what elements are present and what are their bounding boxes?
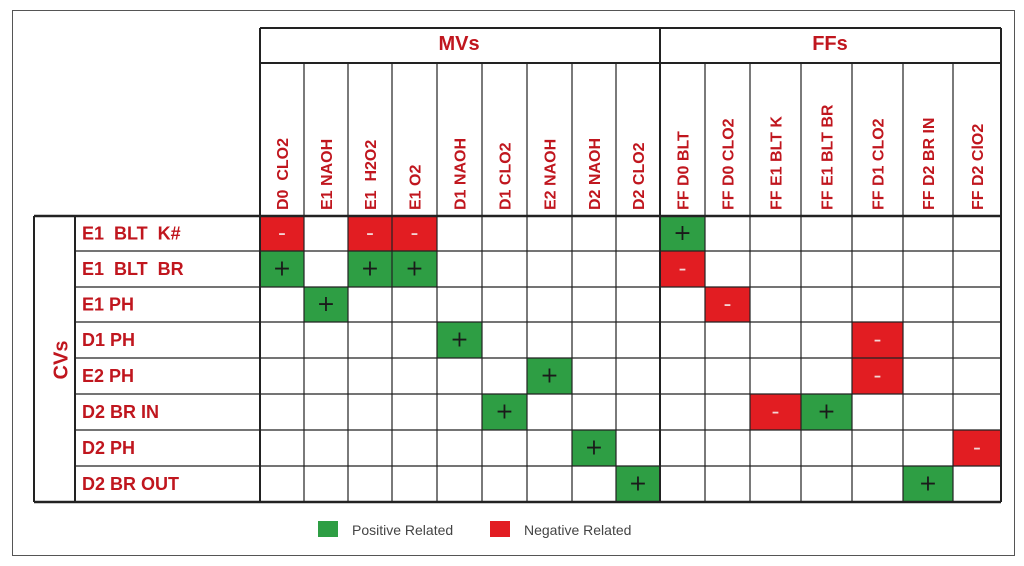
- positive-cell: [616, 466, 660, 502]
- positive-cell: [482, 394, 527, 430]
- positive-cell: [304, 287, 348, 322]
- plus-sign: +: [540, 364, 558, 389]
- positive-cell: [348, 251, 392, 287]
- column-label: E2 NAOH: [543, 139, 560, 210]
- plus-sign: +: [673, 221, 691, 246]
- plus-sign: +: [629, 472, 647, 497]
- minus-sign: -: [874, 364, 882, 389]
- plus-sign: +: [919, 472, 937, 497]
- row-labels: E1 BLT K# E1 BLT BR E1 PH D1 PH E2 PH D2 BR I…: [82, 224, 184, 495]
- legend-positive-label: Positive Related: [352, 522, 453, 538]
- plus-sign: +: [273, 257, 291, 282]
- negative-cell: [660, 251, 705, 287]
- column-label: D1 NAOH: [453, 138, 470, 210]
- column-label: E1 NAOH: [319, 139, 336, 210]
- legend-negative-swatch: [490, 521, 510, 537]
- minus-sign: -: [411, 221, 419, 246]
- positive-cell: [801, 394, 852, 430]
- positive-cell: [903, 466, 953, 502]
- legend-positive-swatch: [318, 521, 338, 537]
- plus-sign: +: [495, 400, 513, 425]
- column-labels: D0 CLO2 E1 NAOH E1 H2O2 E1 O2 D1 NAOH D1 CLO2…: [275, 104, 987, 210]
- minus-sign: -: [366, 221, 374, 246]
- positive-cell: [660, 216, 705, 251]
- negative-cell: [260, 216, 304, 251]
- column-label: E1 O2: [408, 165, 425, 210]
- column-label: E1 H2O2: [363, 140, 380, 210]
- column-label: FF E1 BLT K: [769, 116, 786, 210]
- minus-sign: -: [724, 292, 732, 317]
- row-label: E1 PH: [82, 295, 134, 315]
- negative-cell: [953, 430, 1001, 466]
- row-label: D2 PH: [82, 438, 135, 458]
- plus-sign: +: [405, 257, 423, 282]
- minus-sign: -: [973, 436, 981, 461]
- minus-sign: -: [874, 328, 882, 353]
- minus-sign: -: [679, 257, 687, 282]
- minus-sign: -: [772, 400, 780, 425]
- column-label: D2 NAOH: [587, 138, 604, 210]
- negative-cell: [750, 394, 801, 430]
- cvs-group-label: CVs: [50, 341, 72, 380]
- figure-frame: [12, 10, 1015, 556]
- column-label: FF D0 BLT: [676, 131, 693, 210]
- negative-cell: [852, 322, 903, 358]
- mvs-group-label: MVs: [438, 33, 479, 55]
- column-label: D0 CLO2: [275, 138, 292, 210]
- column-label: FF D0 CLO2: [721, 118, 738, 210]
- column-label: FF D2 ClO2: [970, 124, 987, 210]
- positive-cell: [392, 251, 437, 287]
- legend: Positive Related Negative Related: [318, 521, 631, 538]
- plus-sign: +: [585, 436, 603, 461]
- negative-cell: [392, 216, 437, 251]
- row-label: E2 PH: [82, 366, 134, 386]
- row-label: D1 PH: [82, 330, 135, 350]
- negative-cell: [852, 358, 903, 394]
- row-label: D2 BR IN: [82, 402, 159, 422]
- row-label: E1 BLT BR: [82, 259, 184, 279]
- column-label: D2 CLO2: [631, 142, 648, 210]
- column-label: FF E1 BLT BR: [820, 104, 837, 210]
- row-label: D2 BR OUT: [82, 474, 179, 494]
- grid-lines: [33, 27, 1002, 504]
- column-label: FF D2 BR IN: [921, 118, 938, 210]
- plus-sign: +: [450, 328, 468, 353]
- ffs-group-label: FFs: [812, 33, 848, 55]
- positive-cell: [527, 358, 572, 394]
- plus-sign: +: [361, 257, 379, 282]
- cells-layer: - - - + + + + - + - + - + - + - + + - + +: [260, 216, 1001, 502]
- plus-sign: +: [817, 400, 835, 425]
- plus-sign: +: [317, 292, 335, 317]
- row-label: E1 BLT K#: [82, 224, 181, 244]
- column-label: D1 CLO2: [498, 142, 515, 210]
- negative-cell: [348, 216, 392, 251]
- negative-cell: [705, 287, 750, 322]
- positive-cell: [260, 251, 304, 287]
- positive-cell: [437, 322, 482, 358]
- positive-cell: [572, 430, 616, 466]
- legend-negative-label: Negative Related: [524, 522, 631, 538]
- column-label: FF D1 CLO2: [871, 118, 888, 210]
- minus-sign: -: [278, 221, 286, 246]
